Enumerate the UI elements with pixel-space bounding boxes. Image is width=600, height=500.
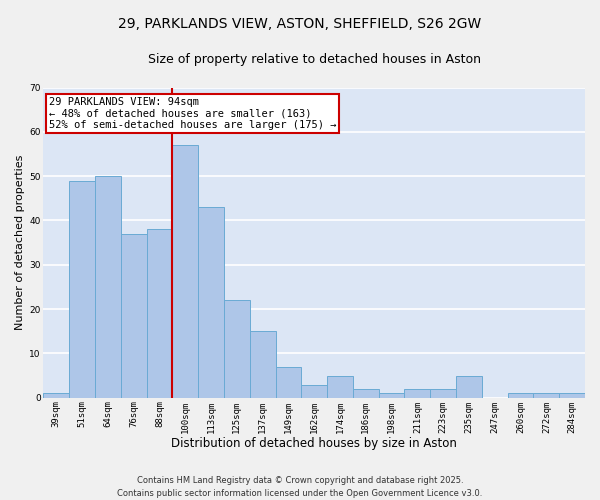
Bar (327, 376, 353, 398)
Title: Size of property relative to detached houses in Aston: Size of property relative to detached ho… (148, 52, 481, 66)
Y-axis label: Number of detached properties: Number of detached properties (15, 155, 25, 330)
Bar (379, 394, 404, 398)
Bar (353, 389, 379, 398)
Bar (508, 394, 533, 398)
Bar (301, 384, 327, 398)
Bar (456, 376, 482, 398)
Bar (69, 180, 95, 398)
Bar (172, 145, 198, 398)
Bar (224, 300, 250, 398)
Bar (121, 234, 146, 398)
Bar (559, 394, 585, 398)
Bar (198, 207, 224, 398)
Bar (430, 389, 456, 398)
Bar (404, 389, 430, 398)
Text: 29, PARKLANDS VIEW, ASTON, SHEFFIELD, S26 2GW: 29, PARKLANDS VIEW, ASTON, SHEFFIELD, S2… (118, 18, 482, 32)
Text: Contains HM Land Registry data © Crown copyright and database right 2025.
Contai: Contains HM Land Registry data © Crown c… (118, 476, 482, 498)
Bar (533, 394, 559, 398)
Bar (275, 367, 301, 398)
Bar (250, 332, 275, 398)
Bar (95, 176, 121, 398)
Bar (146, 230, 172, 398)
Text: 29 PARKLANDS VIEW: 94sqm
← 48% of detached houses are smaller (163)
52% of semi-: 29 PARKLANDS VIEW: 94sqm ← 48% of detach… (49, 97, 337, 130)
X-axis label: Distribution of detached houses by size in Aston: Distribution of detached houses by size … (171, 437, 457, 450)
Bar (43, 394, 69, 398)
